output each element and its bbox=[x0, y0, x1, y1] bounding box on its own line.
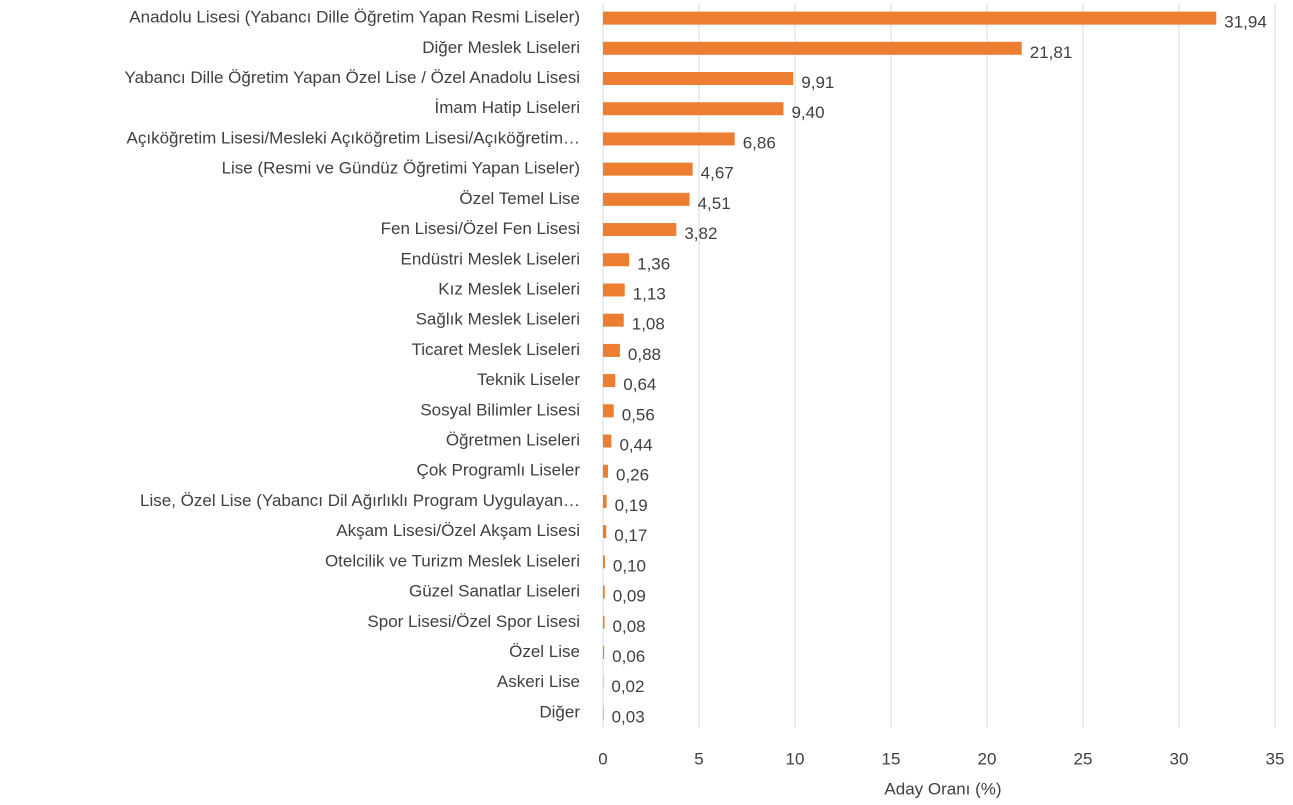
data-label: 0,10 bbox=[613, 556, 646, 575]
y-tick-label: Diğer bbox=[539, 702, 580, 721]
y-tick-label: Spor Lisesi/Özel Spor Lisesi bbox=[367, 612, 580, 631]
x-tick-label: 5 bbox=[694, 749, 703, 768]
data-label: 0,17 bbox=[614, 526, 647, 545]
y-tick-label: Diğer Meslek Liseleri bbox=[422, 38, 580, 57]
bar bbox=[603, 283, 625, 297]
data-label: 0,56 bbox=[622, 405, 655, 424]
y-tick-label: Sosyal Bilimler Lisesi bbox=[420, 400, 580, 419]
y-tick-label: Özel Temel Lise bbox=[459, 189, 580, 208]
y-tick-label: Anadolu Lisesi (Yabancı Dille Öğretim Ya… bbox=[129, 8, 580, 27]
data-label: 0,88 bbox=[628, 345, 661, 364]
bar bbox=[603, 343, 620, 357]
y-tick-label: Teknik Liseler bbox=[477, 370, 580, 389]
y-tick-label: Özel Lise bbox=[509, 642, 580, 661]
x-tick-label: 30 bbox=[1170, 749, 1189, 768]
bar bbox=[603, 404, 614, 418]
bar bbox=[603, 615, 605, 629]
x-axis-title: Aday Oranı (%) bbox=[884, 779, 1001, 798]
data-label: 0,02 bbox=[611, 677, 644, 696]
bar bbox=[603, 464, 608, 478]
y-tick-label: Akşam Lisesi/Özel Akşam Lisesi bbox=[336, 521, 580, 540]
x-tick-label: 15 bbox=[882, 749, 901, 768]
bar bbox=[603, 555, 605, 569]
data-label: 4,67 bbox=[701, 164, 734, 183]
bar bbox=[603, 192, 690, 206]
y-tick-label: Otelcilik ve Turizm Meslek Liseleri bbox=[325, 551, 580, 570]
y-tick-label: Açıköğretim Lisesi/Mesleki Açıköğretim L… bbox=[127, 128, 580, 147]
bar bbox=[603, 223, 677, 237]
bar bbox=[603, 41, 1022, 55]
bar bbox=[603, 253, 630, 267]
bar bbox=[603, 374, 616, 388]
bar bbox=[603, 706, 604, 720]
data-label: 31,94 bbox=[1224, 13, 1267, 32]
data-label: 0,19 bbox=[615, 496, 648, 515]
y-tick-label: Lise (Resmi ve Gündüz Öğretimi Yapan Lis… bbox=[222, 159, 580, 178]
y-tick-label: Lise, Özel Lise (Yabancı Dil Ağırlıklı P… bbox=[140, 491, 580, 510]
data-label: 0,26 bbox=[616, 466, 649, 485]
x-tick-label: 25 bbox=[1074, 749, 1093, 768]
y-tick-label: Güzel Sanatlar Liseleri bbox=[409, 582, 580, 601]
y-tick-label: Endüstri Meslek Liseleri bbox=[400, 249, 580, 268]
data-label: 1,08 bbox=[632, 315, 665, 334]
data-label: 0,08 bbox=[613, 617, 646, 636]
y-tick-label: Askeri Lise bbox=[497, 672, 580, 691]
bar bbox=[603, 313, 624, 327]
y-tick-label: İmam Hatip Liseleri bbox=[435, 98, 581, 117]
data-label: 1,13 bbox=[633, 284, 666, 303]
bar bbox=[603, 102, 784, 116]
bar bbox=[603, 11, 1217, 25]
x-tick-label: 0 bbox=[598, 749, 607, 768]
data-label: 3,82 bbox=[684, 224, 717, 243]
data-label: 1,36 bbox=[637, 254, 670, 273]
bar bbox=[603, 162, 693, 176]
bar bbox=[603, 494, 607, 508]
data-label: 6,86 bbox=[743, 133, 776, 152]
data-label: 21,81 bbox=[1030, 43, 1073, 62]
data-label: 4,51 bbox=[698, 194, 731, 213]
bar bbox=[603, 645, 605, 659]
bar bbox=[603, 525, 607, 539]
bar bbox=[603, 585, 605, 599]
bar bbox=[603, 132, 735, 146]
y-tick-label: Yabancı Dille Öğretim Yapan Özel Lise / … bbox=[125, 68, 580, 87]
y-tick-label: Çok Programlı Liseler bbox=[417, 461, 581, 480]
data-label: 0,09 bbox=[613, 587, 646, 606]
y-tick-label: Öğretmen Liseleri bbox=[446, 431, 580, 450]
y-tick-label: Sağlık Meslek Liseleri bbox=[416, 310, 580, 329]
x-tick-label: 10 bbox=[786, 749, 805, 768]
x-tick-label: 35 bbox=[1266, 749, 1285, 768]
y-tick-label: Kız Meslek Liseleri bbox=[438, 279, 580, 298]
data-label: 0,06 bbox=[612, 647, 645, 666]
data-label: 0,44 bbox=[619, 436, 652, 455]
y-tick-label: Ticaret Meslek Liseleri bbox=[412, 340, 580, 359]
data-label: 0,03 bbox=[612, 707, 645, 726]
x-tick-label: 20 bbox=[978, 749, 997, 768]
y-tick-label: Fen Lisesi/Özel Fen Lisesi bbox=[381, 219, 580, 238]
bar bbox=[603, 434, 612, 448]
bar bbox=[603, 72, 794, 86]
data-label: 9,40 bbox=[791, 103, 824, 122]
data-label: 9,91 bbox=[801, 73, 834, 92]
data-label: 0,64 bbox=[623, 375, 656, 394]
